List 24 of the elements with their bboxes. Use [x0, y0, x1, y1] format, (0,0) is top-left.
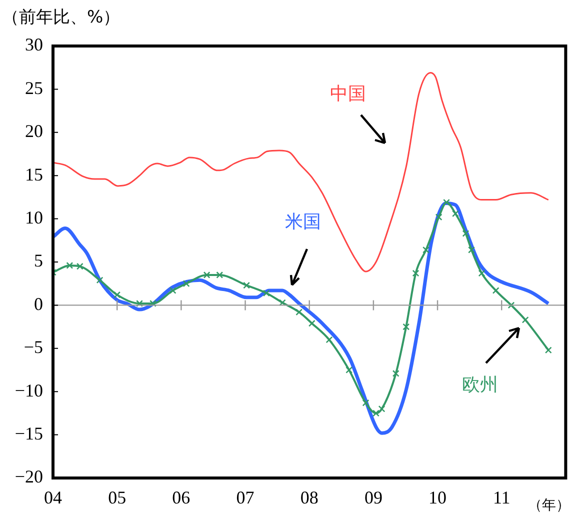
y-tick-label: −5 [24, 337, 43, 358]
y-tick-label: 0 [34, 294, 43, 314]
x-tick-label: 10 [428, 488, 447, 508]
x-tick-label: 08 [300, 488, 318, 508]
x-tick-label: 06 [172, 488, 190, 508]
y-tick-label: −20 [14, 466, 43, 487]
y-tick-label: 30 [25, 34, 43, 55]
text: 中国 [330, 84, 366, 105]
text: 欧州 [462, 374, 498, 396]
y-tick-label: 10 [25, 208, 43, 228]
y-tick-label: 5 [34, 250, 43, 271]
x-tick-label: 04 [44, 488, 62, 508]
y-axis-title: （前年比、%） [2, 7, 120, 28]
y-tick-label: 25 [25, 78, 43, 98]
y-tick-label: 15 [25, 164, 43, 184]
x-tick-label: 07 [236, 488, 254, 508]
x-tick-label: 09 [364, 488, 382, 508]
y-tick-label: −15 [14, 424, 43, 444]
text: 米国 [285, 212, 321, 233]
y-tick-label: 20 [25, 121, 43, 142]
y-tick-label: −10 [14, 380, 43, 400]
x-axis-title: （年） [528, 498, 570, 514]
x-tick-label: 05 [108, 488, 126, 508]
x-tick-label: 11 [492, 488, 510, 508]
